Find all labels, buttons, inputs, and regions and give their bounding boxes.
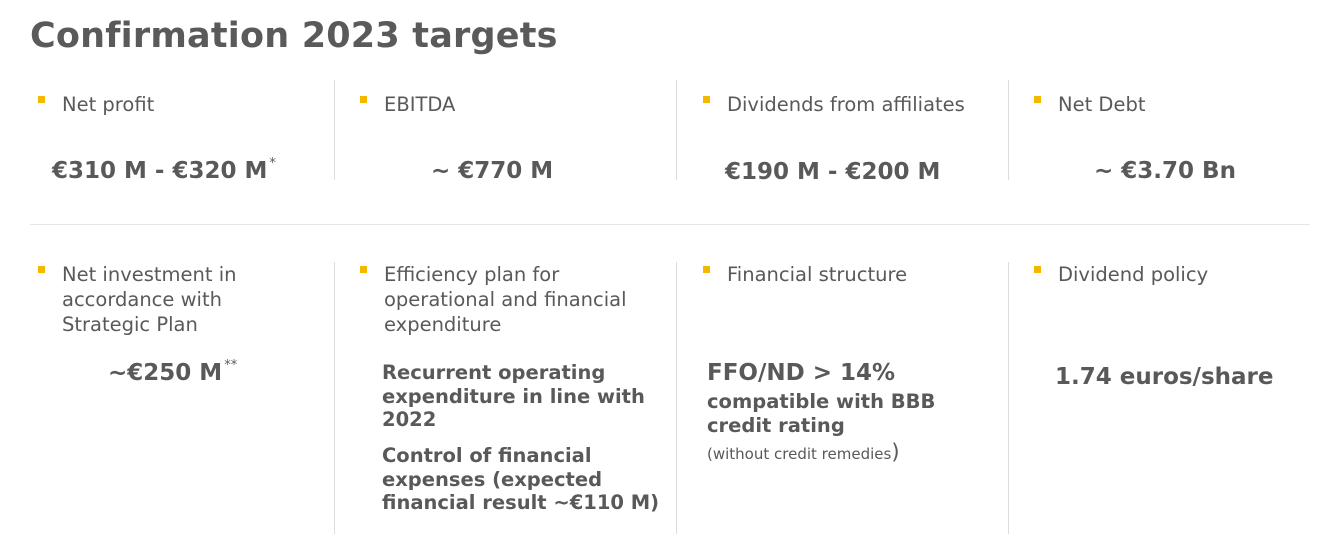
bullet-icon (1034, 266, 1041, 273)
column-divider (334, 262, 335, 534)
target-value: ~ €3.70 Bn (1094, 158, 1236, 184)
target-value: ~ €770 M (431, 158, 554, 184)
row-divider (30, 224, 1310, 225)
bullet-icon (1034, 96, 1041, 103)
target-label: Net profit (62, 93, 155, 116)
target-value: ~€250 M ** (108, 358, 238, 386)
target-label: Financial structure (727, 263, 908, 286)
efficiency-detail-opex: Recurrent operating expenditure in line … (382, 361, 645, 431)
target-value: 1.74 euros/share (1055, 364, 1274, 390)
target-label: Net investment in accordance with Strate… (62, 263, 237, 336)
bullet-icon (38, 96, 45, 103)
target-label: Dividends from affiliates (727, 93, 965, 116)
ffo-nd-headline: FFO/ND > 14% (707, 360, 896, 386)
bullet-icon (703, 96, 710, 103)
column-divider (676, 262, 677, 534)
target-label: EBITDA (384, 93, 456, 116)
bullet-icon (38, 266, 45, 273)
column-divider (1008, 80, 1009, 180)
target-label: Net Debt (1058, 93, 1146, 116)
ffo-nd-note: (without credit remedies) (707, 440, 900, 464)
column-divider (1008, 262, 1009, 534)
column-divider (676, 80, 677, 180)
target-label: Efficiency plan for operational and fina… (384, 263, 627, 336)
page-title: Confirmation 2023 targets (30, 16, 558, 56)
target-value: €310 M - €320 M * (52, 156, 276, 184)
target-value: €190 M - €200 M (725, 159, 941, 185)
bullet-icon (703, 266, 710, 273)
column-divider (334, 80, 335, 180)
efficiency-detail-financial: Control of financial expenses (expected … (382, 444, 660, 514)
target-label: Dividend policy (1058, 263, 1209, 286)
ffo-nd-detail: compatible with BBB credit rating (707, 390, 936, 437)
bullet-icon (360, 96, 367, 103)
bullet-icon (360, 266, 367, 273)
